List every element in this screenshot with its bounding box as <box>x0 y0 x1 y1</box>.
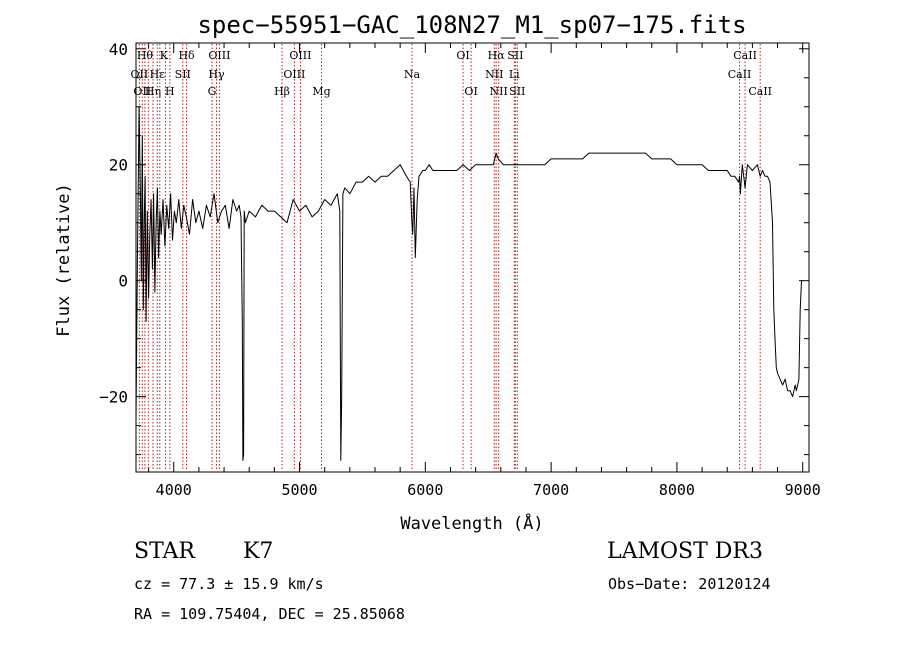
spectral-line-label: G <box>208 85 217 98</box>
spectral-line-label: OII <box>131 68 149 81</box>
x-tick-label: 4000 <box>156 481 192 499</box>
spectral-line-label: CaII <box>748 85 772 98</box>
spectral-line-label: Hα <box>488 49 506 62</box>
plot-frame <box>135 42 810 473</box>
spectral-line-label: Hθ <box>137 49 154 62</box>
y-axis-label: Flux (relative) <box>54 183 74 337</box>
survey-name: LAMOST DR3 <box>607 539 763 564</box>
redshift-text: cz = 77.3 ± 15.9 km/s <box>134 575 324 593</box>
y-tick-label: −20 <box>99 388 128 407</box>
subclass: K7 <box>243 539 274 564</box>
spectral-line-label: OIII <box>208 49 230 62</box>
spectral-line-label: Hη <box>145 85 161 98</box>
spectral-line-label: K <box>160 49 169 62</box>
spectral-line-label: Hε <box>150 68 166 81</box>
spectral-line-label: Mg <box>312 85 330 98</box>
spectral-line-label: Li <box>509 68 520 81</box>
obs-date: Obs−Date: 20120124 <box>608 575 771 593</box>
spectrum-series-line <box>135 106 803 461</box>
x-tick-label: 5000 <box>281 481 317 499</box>
spectral-line-label: OI <box>464 85 477 98</box>
x-tick-label: 7000 <box>533 481 569 499</box>
x-tick-label: 8000 <box>659 481 695 499</box>
spectral-line-label: Hγ <box>208 68 225 81</box>
spectral-line-label: Na <box>404 68 421 81</box>
x-tick-label: 9000 <box>785 481 821 499</box>
y-tick-label: 0 <box>118 272 128 291</box>
spectral-line-label: SII <box>175 68 191 81</box>
spectral-line-label: Hδ <box>178 49 195 62</box>
y-tick-label: 20 <box>109 156 128 175</box>
x-tick-label: 6000 <box>407 481 443 499</box>
y-tick-label: 40 <box>109 40 128 59</box>
spectral-line-label: CaII <box>728 68 752 81</box>
object-class: STAR <box>134 539 195 564</box>
spectral-line-label: OIII <box>289 49 311 62</box>
spectral-line-label: SII <box>509 85 525 98</box>
spectral-line-label: SII <box>507 49 523 62</box>
coordinates: RA = 109.75404, DEC = 25.85068 <box>134 605 405 623</box>
spectral-line-label: Hβ <box>274 85 290 98</box>
chart-title: spec−55951−GAC_108N27_M1_sp07−175.fits <box>197 11 746 39</box>
spectral-line-label: H <box>165 85 175 98</box>
x-axis-label: Wavelength (Å) <box>400 512 543 534</box>
spectral-line-label: CaII <box>733 49 757 62</box>
spectral-line-label: OIII <box>283 68 305 81</box>
spectral-line-label: OI <box>456 49 469 62</box>
spectral-line-label: NII <box>485 68 503 81</box>
spectral-line-label: OII <box>133 85 151 98</box>
spectral-line-label: NII <box>490 85 508 98</box>
